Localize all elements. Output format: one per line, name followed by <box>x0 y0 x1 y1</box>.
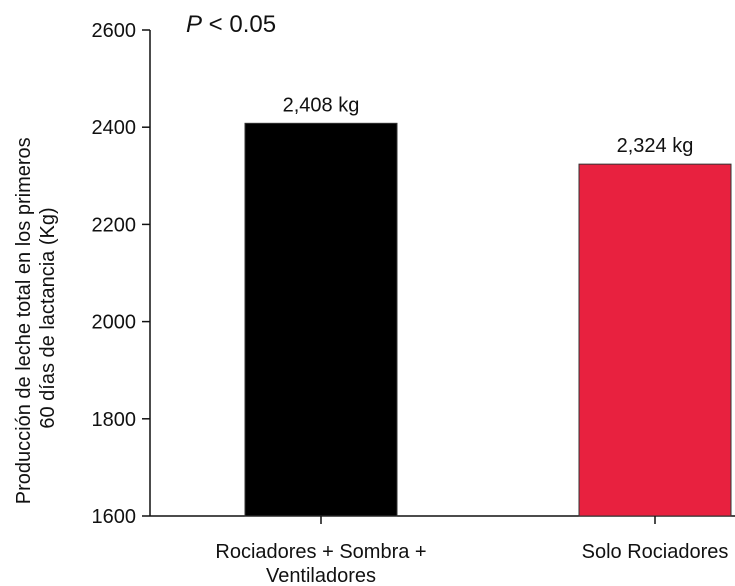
y-tick-label: 2600 <box>92 20 137 42</box>
y-tick-label: 2200 <box>92 214 137 236</box>
x-tick-label-line: Rociadores + Sombra + <box>215 541 426 563</box>
y-tick-label: 2000 <box>92 312 137 334</box>
y-tick-label: 1600 <box>92 506 137 528</box>
significance-p: P <box>186 11 202 38</box>
x-tick-label: Solo Rociadores <box>582 541 729 563</box>
y-axis-title: Producción de leche total en los primero… <box>13 132 59 504</box>
bar <box>578 163 732 517</box>
significance-annotation: P < 0.05 <box>186 11 276 38</box>
x-tick-label: Rociadores + Sombra + Ventiladores <box>215 541 426 586</box>
plot-area: 1600 1800 2000 2200 2400 2600 2,408 kg Rociador… <box>92 20 735 586</box>
data-label: 2,324 kg <box>617 135 694 157</box>
y-tick-label: 1800 <box>92 409 137 431</box>
bar <box>244 122 398 517</box>
y-axis-title-line-2: 60 días de lactancia (Kg) <box>37 207 59 428</box>
x-tick-label-line: Ventiladores <box>266 565 376 586</box>
y-tick-label: 2400 <box>92 117 137 139</box>
x-tick-label-line: Solo Rociadores <box>582 541 729 563</box>
significance-rest: < 0.05 <box>202 11 276 38</box>
y-axis-title-line-1: Producción de leche total en los primero… <box>13 137 35 504</box>
data-label: 2,408 kg <box>283 94 360 116</box>
